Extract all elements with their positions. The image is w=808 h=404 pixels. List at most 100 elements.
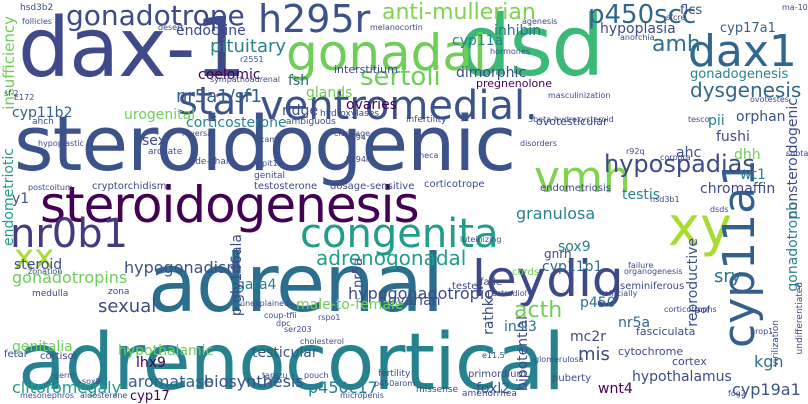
word-steroidogenic: steroidogenic (14, 99, 516, 188)
word-hypogonadotropic: hypogonadotropic (348, 284, 494, 303)
word-ovotestes: ovotestes (750, 95, 789, 104)
word-hypothalamus: hypothalamus (632, 369, 732, 385)
word-dax1: dax1 (688, 26, 797, 77)
word-star: star (178, 79, 252, 123)
word-male-to-female: male-to-female (296, 297, 404, 313)
word-desert: desert (158, 23, 184, 32)
word-testicular: testicular (252, 345, 318, 361)
word-granulosa: granulosa (516, 204, 596, 223)
word-leydig: leydig (472, 250, 624, 308)
word-infertility: infertility (406, 115, 447, 125)
word-aromatase: aromatase (128, 372, 214, 391)
word-agenesis: agenesis (522, 17, 558, 26)
word-lhx9: lhx9 (136, 355, 166, 371)
word-dosage-sensitive: dosage-sensitive (330, 181, 415, 192)
word-glands: glands (306, 85, 353, 101)
word-tesco: tesco (688, 115, 710, 124)
word-prop1: prop1 (750, 327, 774, 336)
word-coelomic: coelomic (198, 67, 261, 83)
word-r2551: r2551 (240, 55, 264, 64)
word-arcuate: arcuate (148, 147, 183, 157)
word-cortex: cortex (672, 355, 707, 368)
word-cyp17: cyp17 (130, 389, 170, 404)
word-ridge: ridge (282, 103, 319, 119)
word-hormones: hormones (490, 47, 530, 56)
word-follicles: follicles (22, 17, 53, 26)
word-nr5a2: nr5a (351, 258, 366, 288)
word-subtance: subtance (786, 149, 808, 158)
word-hypoplasia: hypoplasia (600, 21, 676, 37)
word-gnrh: gnrh (544, 247, 572, 261)
word-clitoromegaly: clitoromegaly (12, 378, 122, 397)
word-fade: fade (480, 277, 503, 288)
word-amenorrhea: amenorrhea (462, 389, 517, 399)
word-p450arom: p450arom (374, 379, 416, 388)
word-hypoplastic: hypoplastic (38, 139, 84, 148)
word-failure: failure (628, 261, 654, 270)
word-unexplained: unexplained (240, 299, 290, 308)
word-e11-5: e11.5 (482, 351, 505, 360)
word-gata4: gata4 (236, 277, 277, 293)
word-kgn: kgn (754, 352, 784, 371)
word-orphan: orphan (736, 109, 786, 125)
word-organogenesis: organogenesis (624, 267, 683, 276)
word-gonadogenesis: gonadogenesis (690, 67, 789, 82)
word-cyp11b2: cyp11b2 (12, 105, 73, 121)
word-xy: xy (668, 195, 732, 258)
word-estradiol: estradiol (492, 289, 527, 298)
word-ambiguous: ambiguous (286, 117, 336, 127)
word-testis: testis (622, 187, 661, 203)
word-mc2r: mc2r (570, 329, 606, 345)
word-dysgenesis: dysgenesis (690, 78, 802, 102)
word-gonadotroph: gonadotroph (785, 202, 801, 292)
word-masculinization: masculinization (548, 91, 611, 100)
word-hypothalamic: hypothalamic (118, 343, 214, 359)
word-nr0b1: nr0b1 (10, 211, 129, 257)
word-coup-tfii: coup-tfii (264, 311, 297, 320)
word-cyp11a: cyp11a (452, 33, 504, 49)
word-puberty: puberty (552, 373, 592, 384)
word-primordium: primordium (468, 369, 527, 380)
word-testes: testes (452, 281, 483, 292)
word-endometriotic: endometriotic (1, 148, 17, 246)
word-dimorphic: dimorphic (456, 65, 527, 81)
word-genital: genital (254, 171, 285, 181)
word-side-chain: side-chain (188, 157, 235, 167)
word-glomerulosa: glomerulosa (534, 355, 584, 364)
word-3beta: 3beta-hydroxysteroid (528, 115, 614, 124)
word-ovotesticular: ovotesticular (536, 115, 608, 128)
word-officially: officially (604, 289, 638, 298)
word-e172: E172 (14, 93, 35, 102)
word-melanocortin: melanocortin (370, 23, 423, 32)
word-hsd3b1: hsd3b1 (650, 195, 680, 204)
word-vmh: vmh (534, 152, 631, 203)
word-luteinizing: luteinizing (460, 235, 502, 244)
word-inhibin: inhibin (494, 23, 542, 39)
word-sfcre: sfcre (666, 13, 686, 22)
word-sex: sex (142, 133, 166, 149)
word-ovarian: ovarian (388, 293, 441, 309)
word-disorders: disorders (520, 139, 557, 148)
word-camp: camp (260, 135, 283, 144)
word-r92q: r92q (626, 147, 645, 156)
word-nonsteroidogenic: nonsteroidogenic (785, 98, 801, 220)
word-sry: sry (714, 266, 742, 287)
word-interstitium: interstitium (334, 63, 398, 76)
word-cholesterol: cholesterol (300, 337, 344, 346)
word-sf-2: sf-2 (4, 89, 19, 98)
word-fsh: fsh (288, 73, 310, 89)
word-wnt4: wnt4 (598, 381, 633, 397)
word-cyp17a1: cyp17a1 (720, 21, 776, 36)
word-hsd3b2: hsd3b2 (20, 3, 54, 13)
word-mesonephros: mesonephros (20, 391, 75, 400)
word-endometriosis: endometriosis (540, 183, 611, 194)
word-corticotrophs: corticotrophs (664, 305, 717, 314)
word-hydroxylases: hydroxylases (320, 109, 380, 119)
word-hypogonadism: hypogonadism (124, 258, 242, 277)
word-adrenogonadal: adrenogonadal (316, 246, 467, 270)
word-cryptorchidism: cryptorchidism (92, 181, 167, 192)
word-tarazu: tarazu (262, 371, 288, 380)
word-urogenital: urogenital (124, 107, 196, 123)
word-dax-1: dax-1 (18, 1, 247, 96)
